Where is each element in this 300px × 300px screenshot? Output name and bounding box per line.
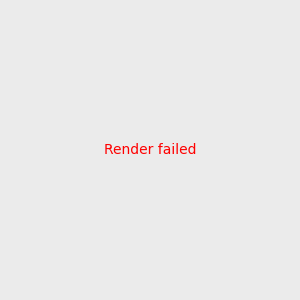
Text: Render failed: Render failed (104, 143, 196, 157)
